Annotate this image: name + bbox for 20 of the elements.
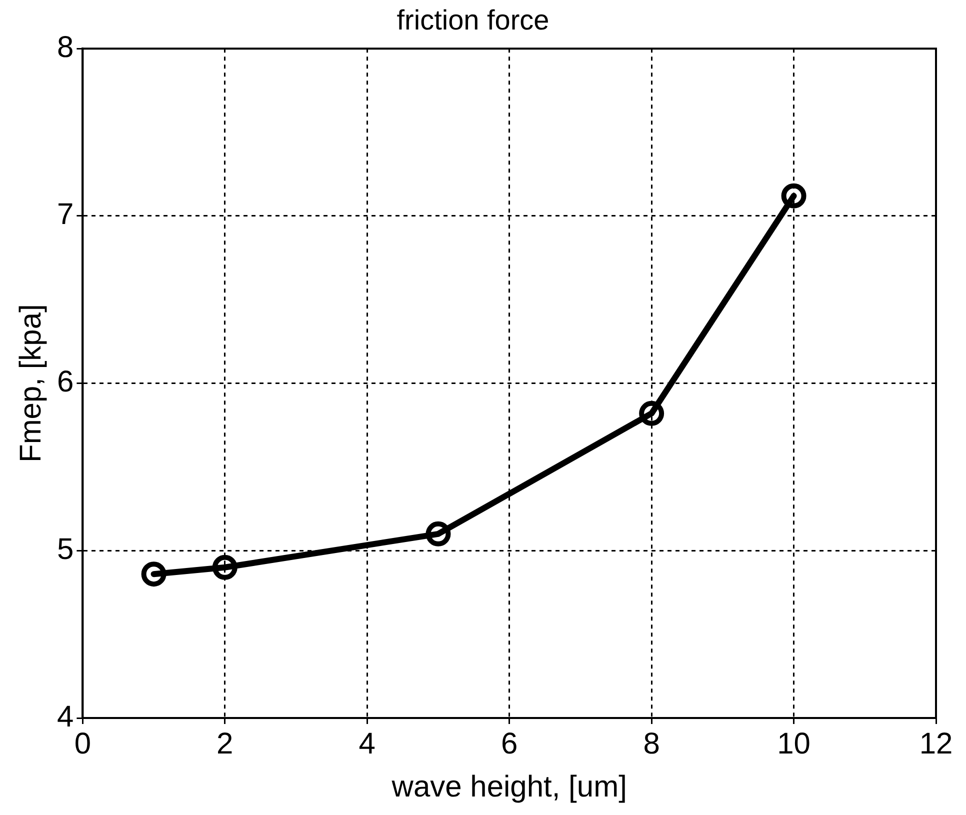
x-tick-label: 2 [216, 727, 234, 760]
y-tick-label: 6 [56, 366, 74, 399]
chart-title: friction force [396, 4, 550, 36]
point [212, 554, 238, 580]
x-tick-label: 0 [74, 727, 92, 760]
y-tick-label: 8 [56, 30, 74, 64]
point [781, 183, 806, 208]
x-tick-label: 10 [777, 727, 810, 760]
x-tick-label: 6 [501, 727, 518, 760]
y-tick-label: 7 [56, 198, 74, 232]
x-axis-title: wave height, [um] [390, 770, 627, 804]
y-tick-label: 5 [56, 532, 74, 566]
x-tick-label: 8 [643, 727, 660, 760]
y-axis-title: Fmep, [kpa] [14, 304, 48, 463]
y-tick-label: 4 [56, 700, 74, 734]
point [426, 521, 451, 546]
x-tick-label: 4 [358, 727, 376, 760]
x-tick-label: 12 [919, 727, 953, 760]
point [639, 400, 664, 426]
point [141, 562, 166, 587]
